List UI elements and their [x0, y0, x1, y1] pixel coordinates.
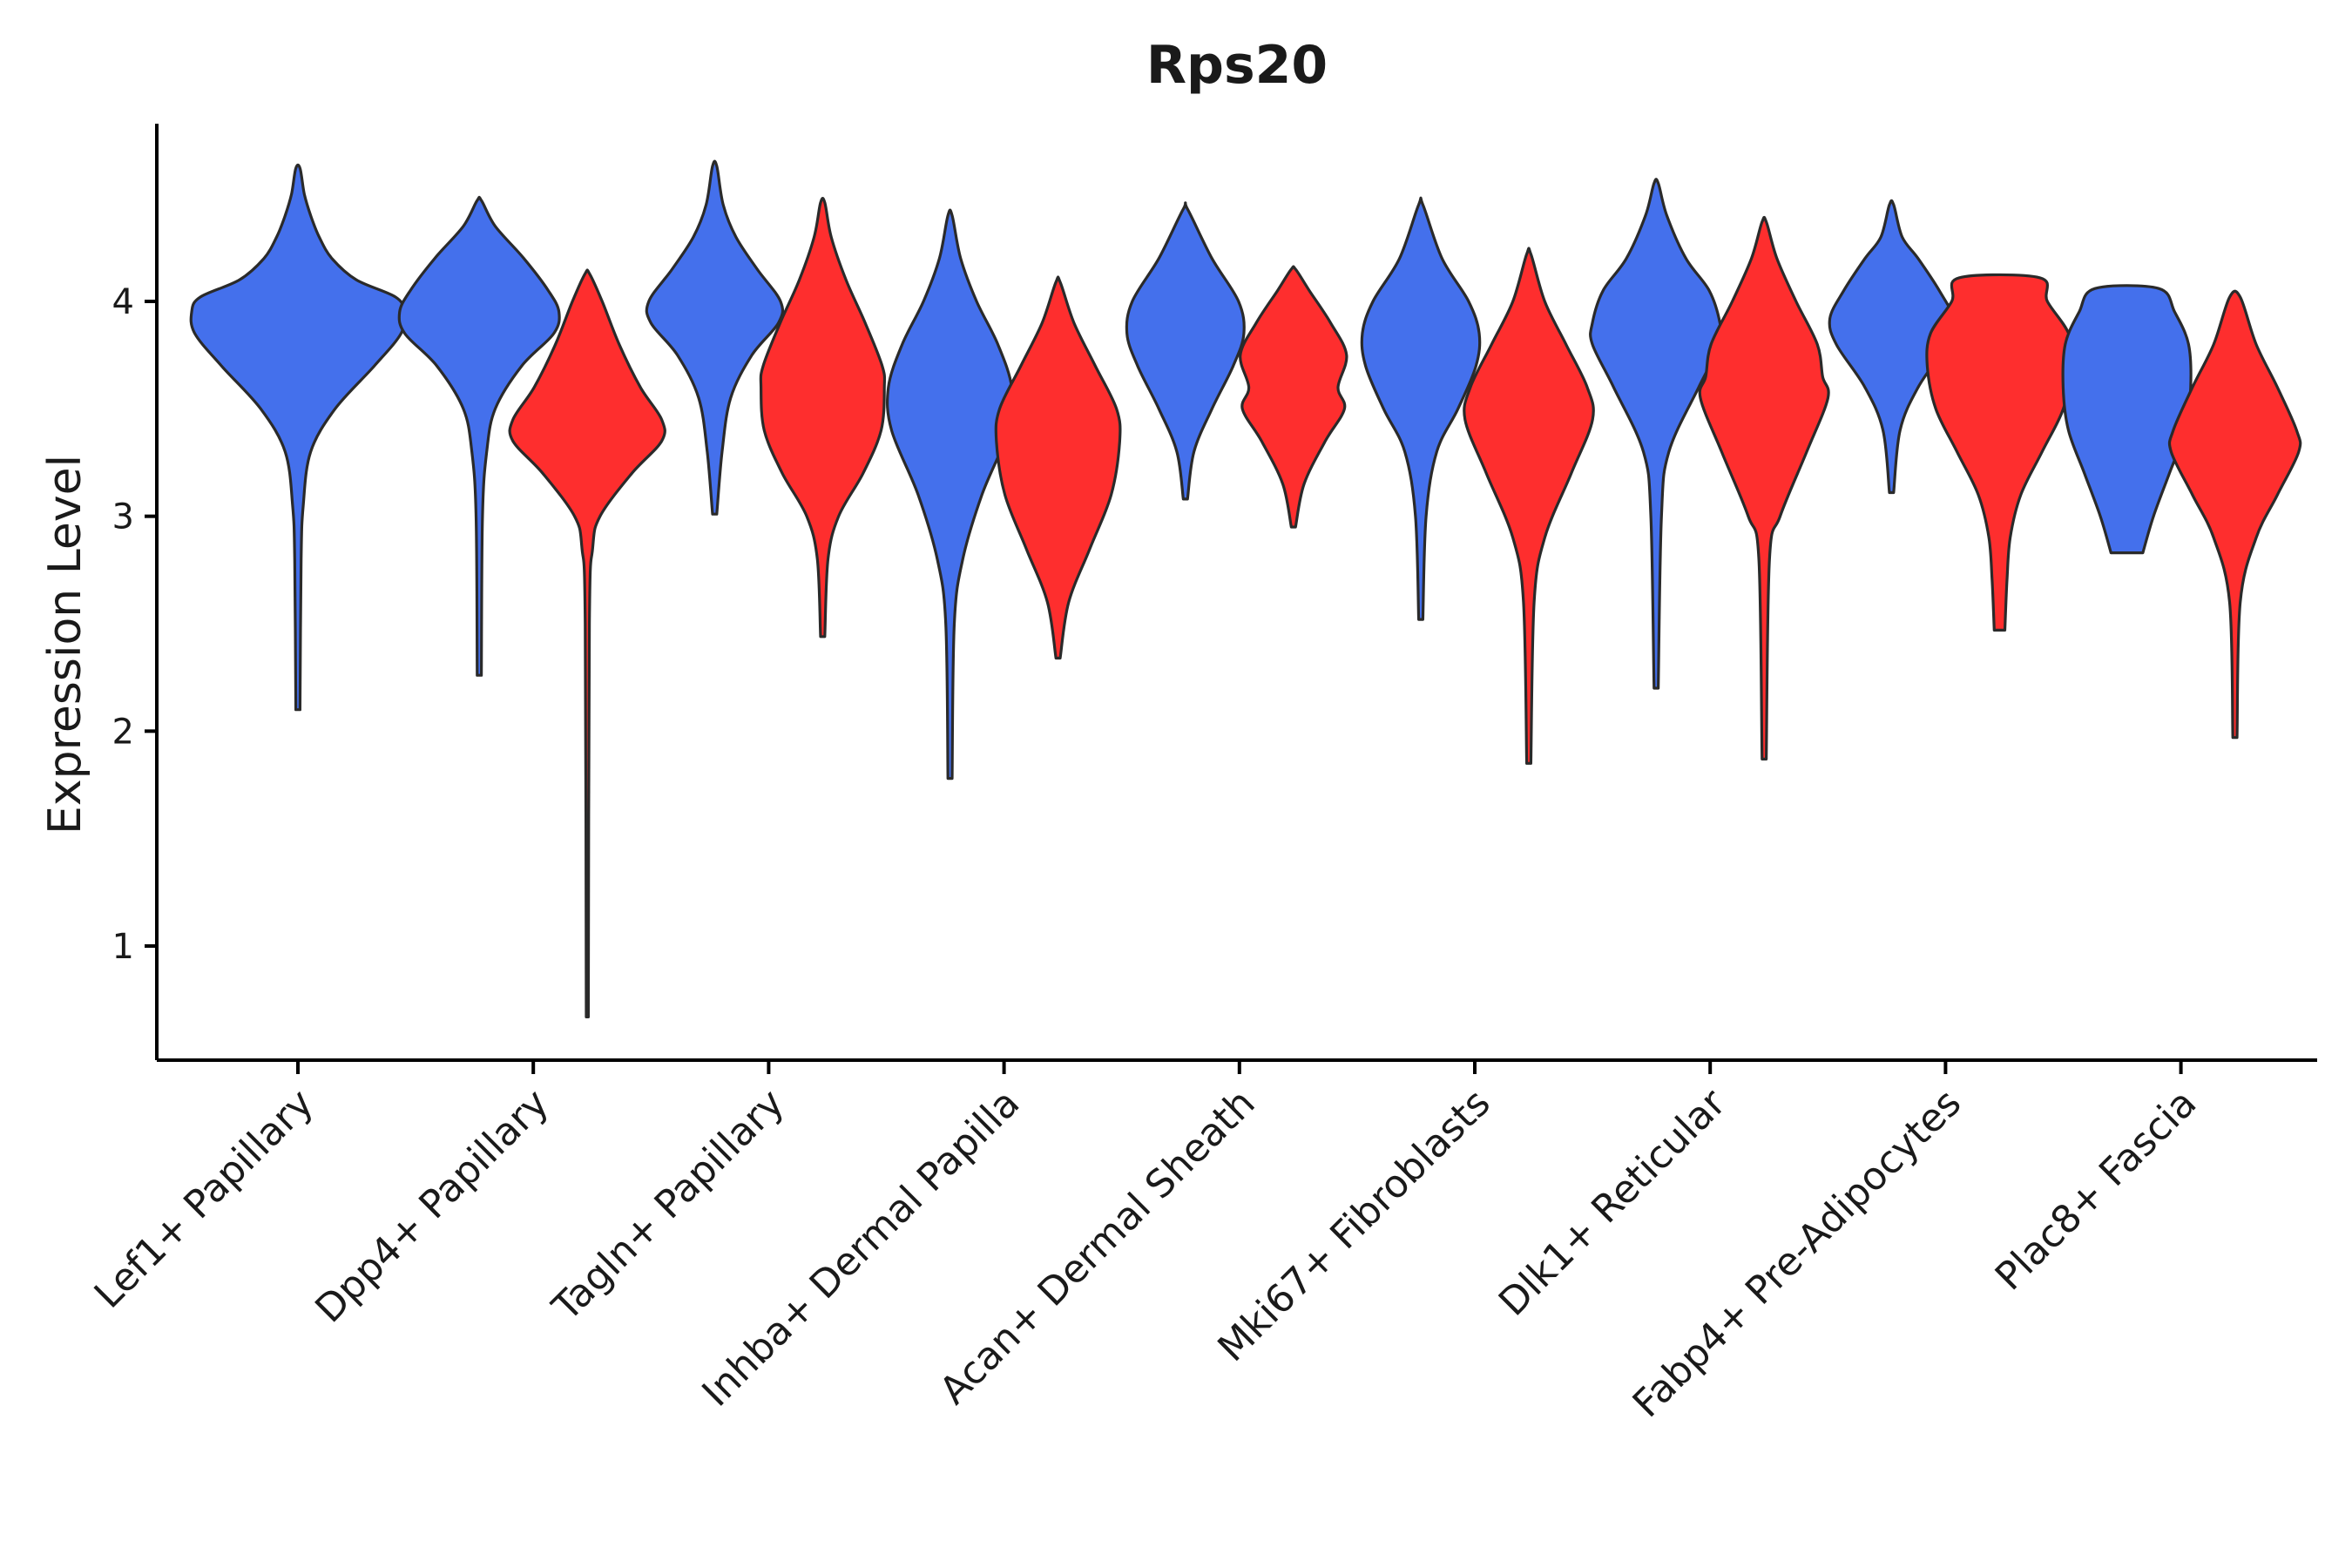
x-tick-label: Mki67+ Fibroblasts	[1209, 1081, 1498, 1370]
y-axis-label: Expression Level	[39, 455, 91, 835]
y-tick-label: 1	[112, 927, 134, 967]
violin-inhba-dermal-papilla-group-2	[994, 275, 1122, 660]
x-tick-label: Lef1+ Papillary	[86, 1081, 322, 1317]
y-ticks: 1 2 3 4	[112, 282, 157, 967]
violin-inhba-dermal-papilla-group-1	[885, 208, 1015, 781]
violin-dlk1-reticular-group-2	[1698, 215, 1830, 760]
chart-title: Rps20	[1146, 35, 1328, 96]
violin-plac8-fascia-group-2	[2167, 289, 2302, 740]
y-tick-label: 3	[112, 497, 134, 537]
violin-dpp4-papillary-group-1	[397, 195, 561, 677]
violin-dpp4-papillary-group-2	[508, 268, 666, 1018]
x-tick-label: Tagln+ Papillary	[544, 1081, 793, 1330]
x-tick-label: Dlk1+ Reticular	[1490, 1080, 1735, 1325]
violin-tagln-papillary-group-2	[759, 197, 887, 639]
axes-layer	[155, 124, 2317, 1062]
x-tick-label: Plac8+ Fascia	[1987, 1081, 2206, 1300]
violin-tagln-papillary-group-1	[645, 159, 785, 516]
violin-acan-dermal-sheath-group-2	[1239, 265, 1348, 529]
y-tick-label: 2	[112, 712, 134, 752]
violin-mki67-fibroblasts-group-1	[1360, 196, 1482, 621]
violin-lef1-papillary-group-1	[189, 163, 407, 712]
y-tick-label: 4	[112, 282, 134, 322]
violin-plac8-fascia-group-1	[2061, 284, 2193, 555]
violin-acan-dermal-sheath-group-1	[1125, 201, 1246, 501]
violin-mki67-fibroblasts-group-2	[1463, 247, 1595, 765]
x-tick-label: Dpp4+ Papillary	[307, 1081, 558, 1332]
violin-dlk1-reticular-group-1	[1589, 178, 1724, 690]
violin-fabp4-pre-adipocytes-group-2	[1925, 273, 2074, 632]
violins-layer	[189, 159, 2302, 1018]
